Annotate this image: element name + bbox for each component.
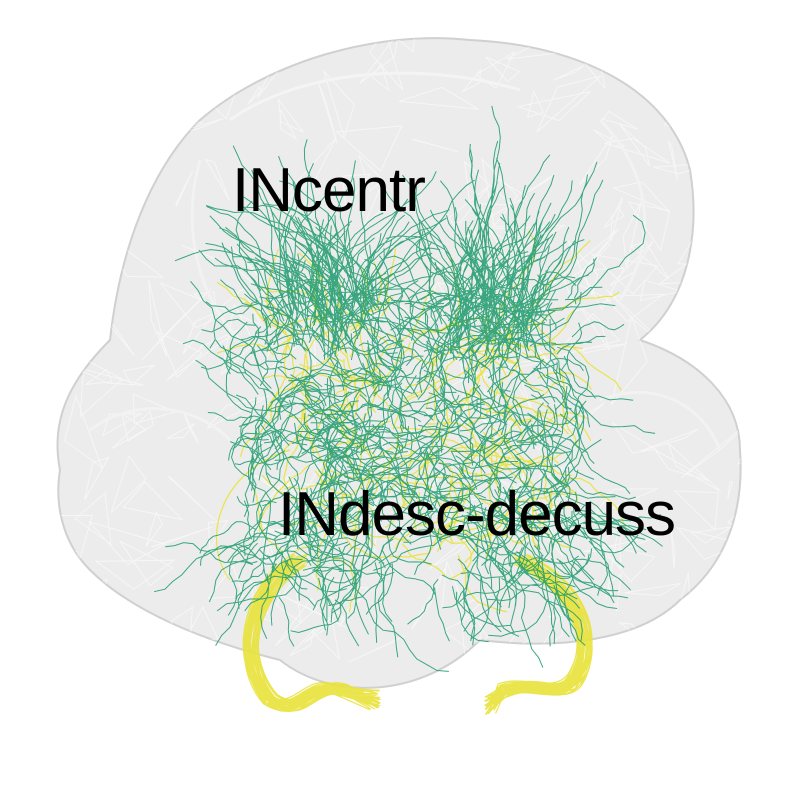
neuron-type-label-indesc-decuss: INdesc-decuss (278, 480, 676, 549)
green-neurons (153, 105, 663, 672)
neuron-type-label-incentr: INcentr (232, 156, 426, 225)
green-arbor-paths (153, 105, 663, 672)
brain-mesh (56, 37, 742, 689)
